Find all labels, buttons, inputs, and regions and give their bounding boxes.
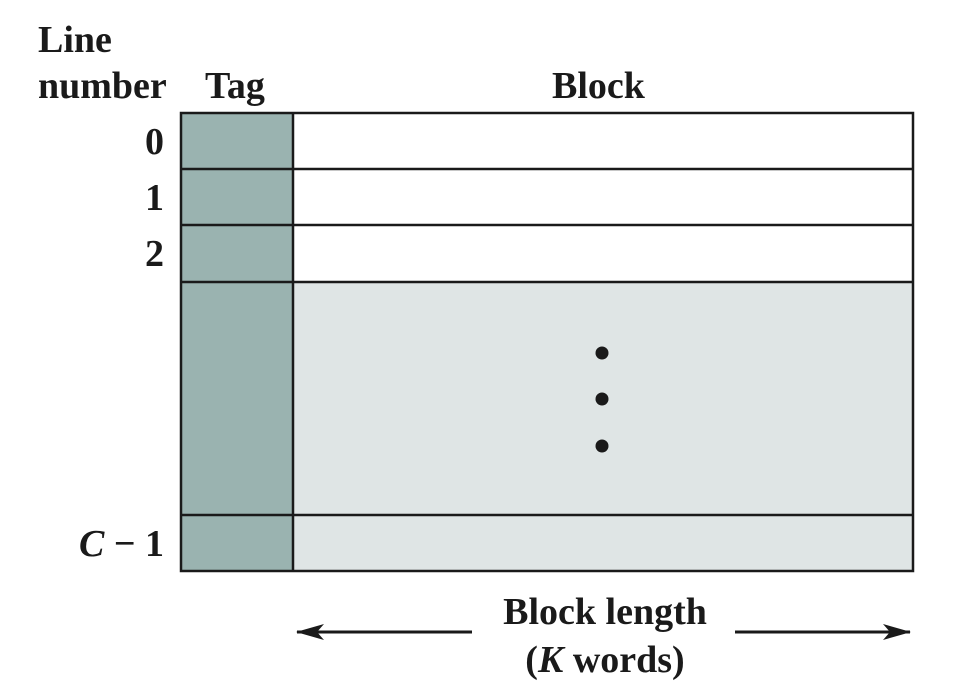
ellipsis-dot-2 [595, 392, 609, 406]
block-length-words: words) [563, 639, 685, 681]
line-number-header-line2: number [38, 65, 167, 107]
block-length-label: Block length [503, 591, 707, 633]
row-label-last-variable: C [78, 523, 105, 565]
ellipsis-dot-1 [595, 346, 609, 360]
row-label-1: 1 [145, 177, 164, 219]
ellipsis-dot-3 [595, 439, 609, 453]
block-line-last [293, 515, 913, 571]
row-label-0: 0 [145, 121, 164, 163]
line-number-header-line1: Line [38, 19, 112, 61]
row-label-last: C − 1 [79, 522, 164, 566]
block-length-units: (K words) [470, 638, 740, 682]
block-length-paren: ( [525, 639, 538, 681]
row-label-2: 2 [145, 233, 164, 275]
row-label-last-suffix: − 1 [104, 523, 164, 565]
block-line-0 [293, 113, 913, 169]
block-line-2 [293, 225, 913, 282]
tag-column [181, 113, 293, 571]
cache-outline [179, 111, 915, 573]
block-header: Block [552, 65, 645, 107]
block-line-1 [293, 169, 913, 225]
block-length-k-variable: K [537, 639, 564, 681]
tag-header: Tag [205, 65, 265, 107]
